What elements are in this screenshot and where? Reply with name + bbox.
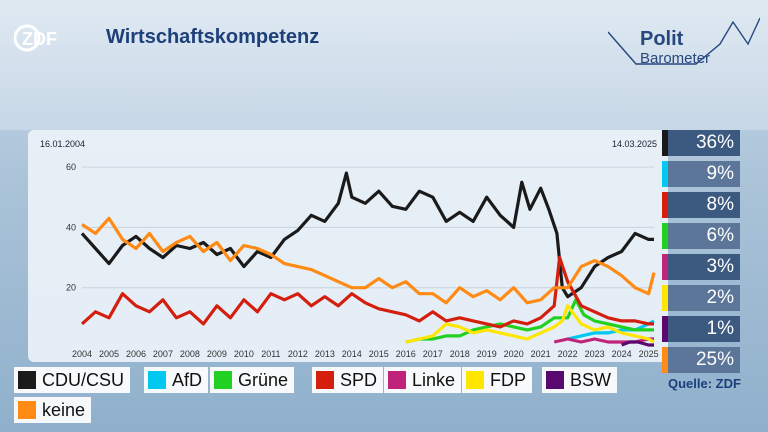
x-tick-label-2022: 2022 (558, 349, 578, 359)
x-tick-label-2024: 2024 (612, 349, 632, 359)
legend-swatch (546, 371, 564, 389)
value-swatch (662, 223, 668, 249)
value-swatch (662, 130, 668, 156)
legend-label: Grüne (238, 370, 289, 390)
header-bar (0, 0, 768, 130)
chart-title: Wirtschaftskompetenz (106, 26, 320, 48)
current-value-row: 36% (662, 128, 740, 159)
series-line-gr-ne (405, 298, 654, 344)
current-value-row: 9% (662, 159, 740, 190)
legend-swatch (388, 371, 406, 389)
x-tick-label-2016: 2016 (396, 349, 416, 359)
x-tick-label-2010: 2010 (234, 349, 254, 359)
x-tick-label-2019: 2019 (477, 349, 497, 359)
legend-label: FDP (490, 370, 526, 390)
legend-item-cdu-csu: CDU/CSU (14, 367, 131, 393)
x-tick-label-2008: 2008 (180, 349, 200, 359)
x-tick-label-2007: 2007 (153, 349, 173, 359)
x-tick-label-2014: 2014 (342, 349, 362, 359)
current-value-spd: 8% (668, 192, 740, 218)
value-swatch (662, 161, 668, 187)
y-tick-label-20: 20 (66, 283, 76, 293)
series-line-keine (81, 216, 656, 305)
source-label: Quelle: ZDF (668, 376, 741, 391)
current-value-row: 3% (662, 252, 740, 283)
value-swatch (662, 285, 668, 311)
current-value-row: 2% (662, 283, 740, 314)
zdf-logo: ZDF (13, 24, 76, 52)
legend-item-bsw: BSW (542, 367, 618, 393)
y-tick-label-40: 40 (66, 222, 76, 232)
x-tick-label-2015: 2015 (369, 349, 389, 359)
svg-text:ZDF: ZDF (22, 29, 57, 49)
current-value-row: 25% (662, 345, 740, 376)
value-swatch (662, 254, 668, 280)
legend-label: SPD (340, 370, 378, 390)
x-tick-label-2021: 2021 (531, 349, 551, 359)
current-value-row: 6% (662, 221, 740, 252)
current-value-fdp: 2% (668, 285, 740, 311)
brand-polit: Polit (640, 28, 684, 50)
x-tick-label-2005: 2005 (99, 349, 119, 359)
end-date: 14.03.2025 (612, 139, 658, 149)
current-value-bsw: 1% (668, 316, 740, 342)
legend-item-fdp: FDP (462, 367, 532, 393)
legend-swatch (18, 371, 36, 389)
current-value-row: 8% (662, 190, 740, 221)
x-tick-label-2020: 2020 (504, 349, 524, 359)
current-value-linke: 3% (668, 254, 740, 280)
series-line-spd (80, 255, 654, 329)
current-value-cdu-csu: 36% (668, 130, 740, 156)
current-values-panel: 36% 9% 8% 6% 3% 2% 1% 25% (662, 128, 740, 376)
legend-item-spd: SPD (312, 367, 384, 393)
legend-label: BSW (570, 370, 612, 390)
current-value-afd: 9% (668, 161, 740, 187)
legend-swatch (148, 371, 166, 389)
legend-swatch (316, 371, 334, 389)
x-tick-label-2018: 2018 (450, 349, 470, 359)
current-value-gr-ne: 6% (668, 223, 740, 249)
x-tick-label-2017: 2017 (423, 349, 443, 359)
legend-item-keine: keine (14, 397, 92, 423)
x-tick-label-2025: 2025 (639, 349, 659, 359)
legend-item-linke: Linke (384, 367, 462, 393)
series-line-bsw (621, 340, 654, 347)
x-tick-label-2011: 2011 (261, 349, 280, 359)
legend-swatch (18, 401, 36, 419)
legend-label: AfD (172, 370, 203, 390)
legend-label: keine (42, 400, 86, 420)
value-swatch (662, 316, 668, 342)
legend-label: Linke (412, 370, 456, 390)
x-tick-label-2012: 2012 (288, 349, 308, 359)
x-tick-label-2006: 2006 (126, 349, 146, 359)
value-swatch (662, 192, 668, 218)
x-tick-label-2009: 2009 (207, 349, 227, 359)
y-tick-label-60: 60 (66, 162, 76, 172)
legend-swatch (214, 371, 232, 389)
legend-item-gr-ne: Grüne (210, 367, 295, 393)
brand-barometer: Barometer (640, 50, 711, 67)
series-line-linke (553, 337, 654, 344)
series-line-fdp (405, 304, 655, 344)
legend-label: CDU/CSU (42, 370, 125, 390)
start-date: 16.01.2004 (40, 139, 86, 149)
x-tick-label-2013: 2013 (315, 349, 335, 359)
x-tick-label-2004: 2004 (72, 349, 92, 359)
current-value-row: 1% (662, 314, 740, 345)
x-tick-label-2023: 2023 (585, 349, 605, 359)
current-value-keine: 25% (668, 347, 740, 373)
legend-item-afd: AfD (144, 367, 209, 393)
politbarometer-logo-graphic (608, 17, 760, 65)
value-swatch (662, 347, 668, 373)
legend-swatch (466, 371, 484, 389)
